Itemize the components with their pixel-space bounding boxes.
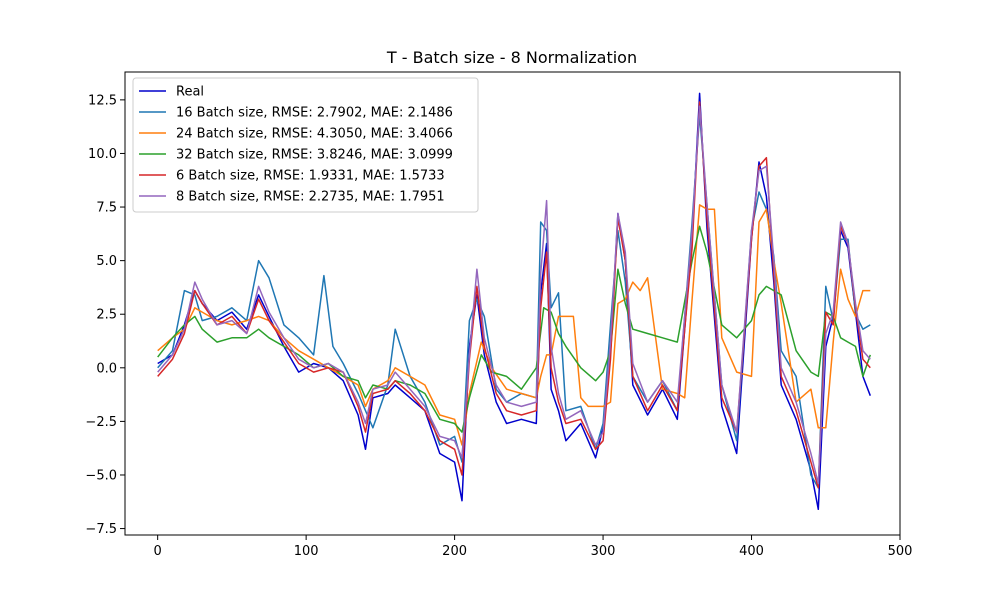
x-tick-label: 400: [739, 544, 764, 559]
axes-frame: [124, 71, 901, 536]
y-tick-label: 12.5: [88, 93, 117, 108]
legend: Real 16 Batch size, RMSE: 2.7902, MAE: 2.…: [132, 77, 479, 213]
x-tick-label: 500: [888, 544, 913, 559]
legend-label-5: 8 Batch size, RMSE: 2.2735, MAE: 1.7951: [176, 190, 445, 205]
y-tick-label: −7.5: [85, 522, 117, 537]
x-tick-label: 300: [591, 544, 616, 559]
legend-label-1: 16 Batch size, RMSE: 2.7902, MAE: 2.1486: [176, 106, 453, 121]
y-tick-label: −5.0: [85, 468, 117, 483]
y-tick-label: 5.0: [96, 254, 117, 269]
series-line-5: [157, 105, 871, 485]
y-tick-label: 7.5: [96, 201, 117, 216]
plot-area: [124, 71, 901, 536]
chart-title: T - Batch size - 8 Normalization: [386, 48, 637, 67]
y-tick-label: 10.0: [88, 147, 117, 162]
y-tick-label: 0.0: [96, 361, 117, 376]
x-axis: 0 100 200 300 400 500: [154, 535, 913, 559]
legend-box: [132, 77, 479, 213]
legend-label-4: 6 Batch size, RMSE: 1.9331, MAE: 1.5733: [176, 169, 445, 184]
x-tick-label: 0: [154, 544, 162, 559]
legend-label-2: 24 Batch size, RMSE: 4.3050, MAE: 3.4066: [176, 127, 453, 142]
y-tick-label: 2.5: [96, 308, 117, 323]
legend-label-0: Real: [176, 85, 204, 100]
x-tick-label: 100: [294, 544, 319, 559]
x-tick-label: 200: [442, 544, 467, 559]
legend-label-3: 32 Batch size, RMSE: 3.8246, MAE: 3.0999: [176, 148, 453, 163]
y-tick-label: −2.5: [85, 415, 117, 430]
series-line-4: [157, 101, 871, 489]
y-axis: −7.5 −5.0 −2.5 0.0 2.5 5.0 7.5 10.0 12.5: [85, 93, 125, 537]
